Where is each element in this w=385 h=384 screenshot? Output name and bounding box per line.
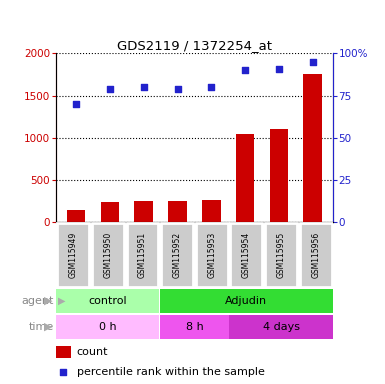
- Text: GSM115955: GSM115955: [276, 232, 286, 278]
- Point: [310, 59, 316, 65]
- Bar: [231, 223, 262, 287]
- Title: GDS2119 / 1372254_at: GDS2119 / 1372254_at: [117, 39, 272, 52]
- Bar: [236, 134, 254, 222]
- Bar: [303, 74, 322, 222]
- Text: GSM115950: GSM115950: [103, 232, 112, 278]
- Bar: [57, 223, 89, 287]
- Point: [242, 67, 248, 73]
- Bar: [196, 223, 228, 287]
- Bar: [265, 223, 297, 287]
- Text: 0 h: 0 h: [99, 322, 117, 332]
- Bar: [202, 200, 221, 222]
- Text: control: control: [89, 296, 127, 306]
- Text: time: time: [28, 322, 54, 332]
- Text: GSM115952: GSM115952: [172, 232, 182, 278]
- Bar: [127, 223, 158, 287]
- Text: GSM115949: GSM115949: [69, 232, 78, 278]
- Bar: [100, 202, 119, 222]
- Bar: [56, 346, 71, 358]
- Point: [208, 84, 214, 90]
- Text: GSM115954: GSM115954: [242, 232, 251, 278]
- Bar: [161, 223, 193, 287]
- Bar: [134, 201, 153, 222]
- Text: GSM115956: GSM115956: [311, 232, 320, 278]
- Bar: [160, 289, 333, 313]
- Text: count: count: [77, 347, 108, 357]
- Point: [276, 66, 282, 72]
- Bar: [67, 210, 85, 222]
- Text: 8 h: 8 h: [186, 322, 203, 332]
- Text: GSM115951: GSM115951: [138, 232, 147, 278]
- Point: [141, 84, 147, 90]
- Bar: [56, 315, 159, 339]
- Text: ▶: ▶: [44, 322, 52, 332]
- Bar: [270, 129, 288, 222]
- Text: GSM115953: GSM115953: [207, 232, 216, 278]
- Text: Adjudin: Adjudin: [225, 296, 268, 306]
- Bar: [229, 315, 333, 339]
- Bar: [300, 223, 331, 287]
- Text: ▶: ▶: [58, 296, 65, 306]
- Bar: [92, 223, 124, 287]
- Bar: [168, 201, 187, 222]
- Point: [107, 86, 113, 92]
- Text: ▶: ▶: [44, 296, 52, 306]
- Point: [73, 101, 79, 107]
- Text: agent: agent: [22, 296, 54, 306]
- Text: 4 days: 4 days: [263, 322, 300, 332]
- Bar: [160, 315, 229, 339]
- Text: percentile rank within the sample: percentile rank within the sample: [77, 367, 264, 377]
- Point: [174, 86, 181, 92]
- Point: [60, 369, 66, 375]
- Bar: [56, 289, 159, 313]
